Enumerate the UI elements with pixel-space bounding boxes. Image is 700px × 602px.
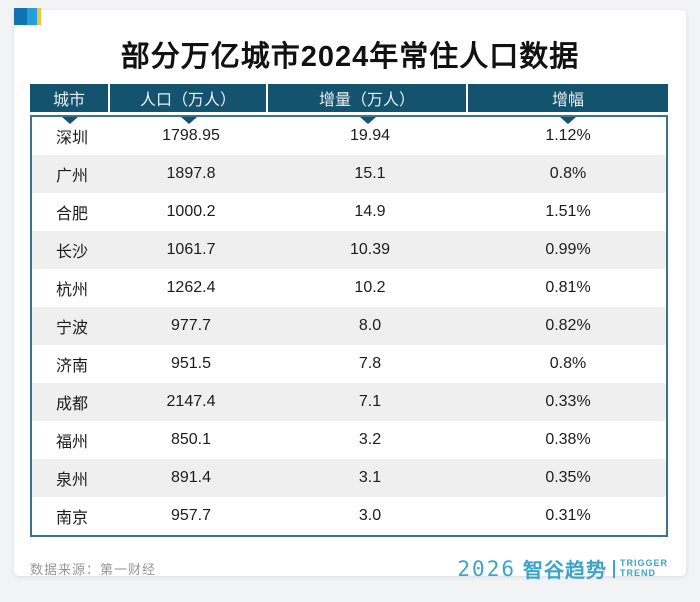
growth-cell: 0.82% bbox=[545, 317, 591, 334]
population-cell: 957.7 bbox=[170, 507, 212, 524]
growth-cell: 0.99% bbox=[545, 241, 591, 258]
flag-decoration bbox=[14, 8, 41, 25]
table-body: 深圳 1798.95 19.94 1.12% 广州 1897.8 15.1 0.… bbox=[30, 115, 668, 537]
increment-cell: 15.1 bbox=[354, 165, 386, 182]
table-row: 宁波 977.7 8.0 0.82% bbox=[32, 307, 666, 345]
population-cell: 1262.4 bbox=[166, 279, 216, 296]
table-row: 深圳 1798.95 19.94 1.12% bbox=[32, 117, 666, 155]
population-table: 城市 人口（万人） 增量（万人） 增幅 深圳 1798.95 19.94 1.1… bbox=[30, 84, 668, 537]
deco-dark-blue-block bbox=[14, 8, 27, 25]
city-cell: 济南 bbox=[55, 358, 88, 375]
population-cell: 2147.4 bbox=[166, 393, 216, 410]
increment-cell: 3.2 bbox=[358, 431, 382, 448]
triangle-marker-icon bbox=[360, 117, 376, 124]
column-header-growth: 增幅 bbox=[551, 92, 584, 109]
column-header-city: 城市 bbox=[30, 84, 110, 112]
growth-cell: 1.51% bbox=[545, 203, 591, 220]
infographic-card: 部分万亿城市2024年常住人口数据 城市 人口（万人） 增量（万人） 增幅 深圳… bbox=[14, 10, 686, 582]
city-cell: 成都 bbox=[55, 396, 88, 413]
increment-cell: 10.39 bbox=[349, 241, 391, 258]
increment-cell: 10.2 bbox=[354, 279, 386, 296]
table-row: 泉州 891.4 3.1 0.35% bbox=[32, 459, 666, 497]
growth-cell: 0.8% bbox=[549, 355, 587, 372]
logo-tagline-line2: TREND bbox=[619, 567, 656, 578]
population-cell: 1061.7 bbox=[166, 241, 216, 258]
growth-cell: 0.81% bbox=[545, 279, 591, 296]
growth-cell: 0.35% bbox=[545, 469, 591, 486]
city-cell: 广州 bbox=[55, 168, 88, 185]
data-source-label: 数据来源：第一财经 bbox=[30, 562, 157, 577]
table-row: 南京 957.7 3.0 0.31% bbox=[32, 497, 666, 535]
city-cell: 长沙 bbox=[55, 244, 88, 261]
page-title: 部分万亿城市2024年常住人口数据 bbox=[120, 41, 580, 73]
city-cell: 宁波 bbox=[55, 320, 88, 337]
deco-light-blue-block bbox=[27, 8, 37, 25]
table-row: 广州 1897.8 15.1 0.8% bbox=[32, 155, 666, 193]
growth-cell: 1.12% bbox=[545, 127, 591, 144]
city-cell: 深圳 bbox=[55, 130, 88, 147]
logo-brand-name: 智谷趋势 bbox=[522, 560, 607, 582]
city-cell: 合肥 bbox=[55, 206, 88, 223]
column-header-increment: 增量（万人） bbox=[268, 84, 468, 112]
population-cell: 1897.8 bbox=[166, 165, 216, 182]
increment-cell: 8.0 bbox=[358, 317, 382, 334]
population-cell: 951.5 bbox=[170, 355, 212, 372]
growth-cell: 0.31% bbox=[545, 507, 591, 524]
city-cell: 杭州 bbox=[55, 282, 88, 299]
table-row: 长沙 1061.7 10.39 0.99% bbox=[32, 231, 666, 269]
logo-tagline: TRIGGER TREND bbox=[619, 558, 668, 578]
table-row: 合肥 1000.2 14.9 1.51% bbox=[32, 193, 666, 231]
population-cell: 850.1 bbox=[170, 431, 212, 448]
logo-year: 2026 bbox=[457, 556, 516, 581]
increment-cell: 7.1 bbox=[358, 393, 382, 410]
footer: 数据来源：第一财经 2026 智谷趋势 TRIGGER TREND bbox=[30, 554, 668, 583]
growth-cell: 0.38% bbox=[545, 431, 591, 448]
population-cell: 1000.2 bbox=[166, 203, 216, 220]
logo-separator bbox=[612, 559, 615, 578]
city-cell: 泉州 bbox=[55, 472, 88, 489]
population-cell: 891.4 bbox=[170, 469, 212, 486]
increment-cell: 7.8 bbox=[358, 355, 382, 372]
increment-cell: 3.0 bbox=[358, 507, 382, 524]
growth-cell: 0.8% bbox=[549, 165, 587, 182]
deco-yellow-block bbox=[37, 8, 41, 25]
increment-cell: 3.1 bbox=[358, 469, 382, 486]
triangle-marker-icon bbox=[181, 117, 197, 124]
table-row: 济南 951.5 7.8 0.8% bbox=[32, 345, 666, 383]
table-row: 成都 2147.4 7.1 0.33% bbox=[32, 383, 666, 421]
increment-cell: 19.94 bbox=[349, 127, 391, 144]
population-cell: 977.7 bbox=[170, 317, 212, 334]
table-header-row: 城市 人口（万人） 增量（万人） 增幅 bbox=[30, 84, 668, 112]
increment-cell: 14.9 bbox=[354, 203, 386, 220]
triangle-marker-icon bbox=[560, 117, 576, 124]
triangle-marker-icon bbox=[62, 117, 78, 124]
table-row: 福州 850.1 3.2 0.38% bbox=[32, 421, 666, 459]
column-header-population: 人口（万人） bbox=[110, 84, 268, 112]
population-cell: 1798.95 bbox=[162, 127, 220, 144]
growth-cell: 0.33% bbox=[545, 393, 591, 410]
city-cell: 福州 bbox=[55, 434, 88, 451]
brand-logo: 2026 智谷趋势 TRIGGER TREND bbox=[457, 554, 668, 583]
table-row: 杭州 1262.4 10.2 0.81% bbox=[32, 269, 666, 307]
city-cell: 南京 bbox=[55, 510, 88, 527]
logo-tagline-line1: TRIGGER bbox=[619, 558, 668, 568]
